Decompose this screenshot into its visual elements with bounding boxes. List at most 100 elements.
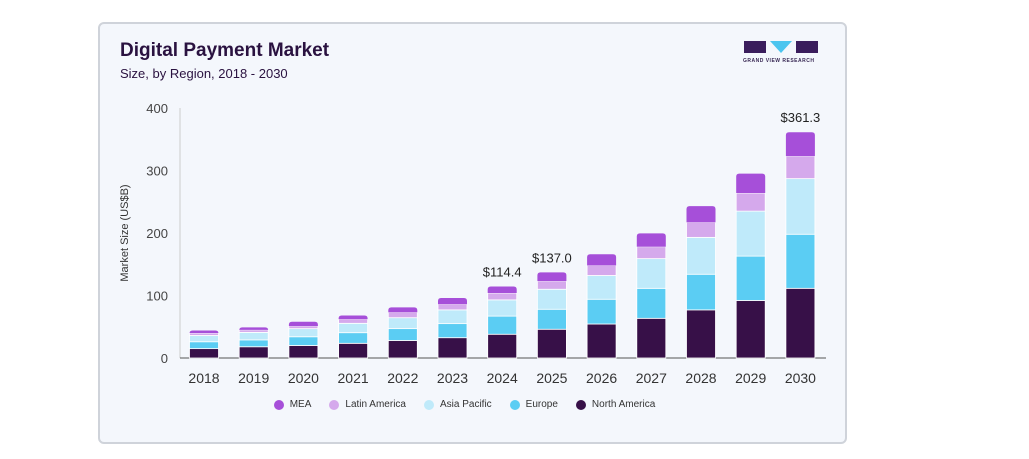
bar-segment-latin-america [437, 303, 468, 311]
legend-swatch [423, 399, 434, 410]
bar-segment-mea [537, 272, 567, 282]
bar-segment-latin-america [537, 280, 567, 290]
legend: MEA Latin America Asia Pacific Europe North … [0, 399, 979, 410]
legend-label: North America [591, 399, 656, 410]
bar-segment-europe [338, 332, 369, 344]
bar-segment-latin-america [189, 332, 219, 336]
legend-item: North America [575, 399, 656, 410]
bar-segment-asia-pacific [338, 322, 369, 334]
bar-segment-latin-america [785, 155, 816, 180]
bar-segment-europe [785, 233, 816, 289]
bar-segment-north-america [387, 340, 418, 359]
y-tick-label: 200 [146, 226, 168, 241]
x-tick-label: 2018 [188, 370, 219, 386]
bar-segment-asia-pacific [586, 275, 617, 300]
y-tick-label: 0 [161, 351, 168, 366]
bar-segment-asia-pacific [437, 309, 468, 325]
bar-segment-latin-america [636, 246, 667, 260]
legend-item: Latin America [329, 399, 406, 410]
x-tick-label: 2025 [536, 370, 567, 386]
x-tick-label: 2023 [437, 370, 468, 386]
bar-segment-mea [487, 286, 517, 293]
bar-segment-north-america [487, 333, 518, 359]
x-tick-label: 2021 [338, 370, 369, 386]
bar-segment-north-america [437, 337, 468, 359]
total-label: $114.4 [483, 265, 522, 280]
bar-segment-mea [438, 298, 467, 305]
chart-title: Digital Payment Market [120, 40, 330, 61]
bar-segment-north-america [338, 342, 369, 359]
legend-swatch [329, 399, 340, 410]
bar-segment-europe [288, 336, 319, 346]
bar-segment-mea [288, 321, 318, 327]
bar-segment-europe [537, 308, 567, 330]
bar-segment-europe [387, 328, 418, 341]
bar-segment-latin-america [686, 221, 716, 238]
bar-segment-asia-pacific [387, 317, 418, 330]
legend-swatch [509, 399, 520, 410]
bar-segment-asia-pacific [238, 331, 269, 341]
grand-view-research-logo [744, 41, 818, 53]
legend-item: Asia Pacific [423, 399, 492, 410]
bar-segment-mea [189, 330, 219, 334]
bar-segment-mea [785, 132, 815, 157]
bar-segment-north-america [636, 317, 667, 359]
bar-segment-latin-america [735, 192, 766, 212]
bar-segment-north-america [785, 287, 816, 359]
bar-segment-europe [586, 298, 617, 325]
bar-segment-north-america [586, 323, 617, 359]
bar-segment-latin-america [487, 292, 518, 301]
x-tick-label: 2019 [238, 370, 269, 386]
bar-segment-asia-pacific [735, 210, 766, 257]
y-tick-label: 300 [146, 164, 168, 179]
legend-label: Asia Pacific [439, 399, 492, 410]
legend-swatch [575, 399, 586, 410]
bar-segment-asia-pacific [487, 299, 518, 317]
legend-item: MEA [273, 399, 312, 410]
bar-segment-mea [636, 233, 666, 247]
bar-segment-europe [437, 323, 468, 339]
bar-segment-north-america [238, 346, 269, 359]
total-label: $137.0 [532, 250, 572, 265]
bar-segment-europe [189, 341, 219, 350]
legend-label: MEA [289, 399, 312, 410]
bar-segment-asia-pacific [785, 178, 816, 235]
bar-segment-latin-america [586, 265, 617, 276]
bar-segment-latin-america [238, 329, 269, 333]
bar-segment-europe [487, 315, 518, 335]
total-label: $361.3 [781, 110, 821, 125]
chart-subtitle: Size, by Region, 2018 - 2030 [120, 66, 288, 81]
bar-segment-north-america [686, 309, 716, 359]
bar-segment-latin-america [387, 311, 418, 319]
x-tick-label: 2022 [387, 370, 418, 386]
bar-segment-europe [735, 255, 766, 301]
logo-text: GRAND VIEW RESEARCH [743, 58, 815, 64]
bar-segment-asia-pacific [288, 328, 319, 338]
bar-segment-mea [338, 315, 368, 320]
bar-segment-europe [636, 287, 667, 319]
bar-segment-mea [388, 307, 418, 313]
bar-segment-mea [736, 173, 766, 193]
legend-label: Latin America [345, 399, 406, 410]
bar-segment-europe [686, 273, 716, 311]
x-tick-label: 2030 [785, 370, 816, 386]
chart-card [98, 22, 847, 444]
bar-segment-mea [686, 206, 716, 223]
bar-segment-asia-pacific [189, 335, 219, 343]
bar-segment-asia-pacific [636, 258, 667, 289]
bar-segment-asia-pacific [686, 236, 716, 275]
x-tick-label: 2027 [636, 370, 667, 386]
x-tick-label: 2024 [487, 370, 518, 386]
bar-segment-north-america [288, 345, 319, 359]
legend-label: Europe [525, 399, 558, 410]
bar-segment-north-america [537, 328, 567, 359]
legend-item: Europe [509, 399, 558, 410]
x-tick-label: 2020 [288, 370, 319, 386]
bar-segment-latin-america [288, 325, 319, 330]
bar-segment-mea [239, 327, 269, 331]
x-tick-label: 2026 [586, 370, 617, 386]
y-axis-title: Market Size (US$B) [119, 184, 131, 281]
bar-segment-latin-america [338, 318, 369, 324]
bar-segment-mea [587, 254, 617, 266]
